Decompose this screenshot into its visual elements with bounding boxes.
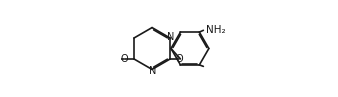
Text: N: N (167, 32, 175, 42)
Text: N: N (149, 66, 156, 76)
Text: O: O (176, 54, 184, 64)
Text: O: O (121, 54, 128, 64)
Text: NH₂: NH₂ (206, 25, 226, 35)
